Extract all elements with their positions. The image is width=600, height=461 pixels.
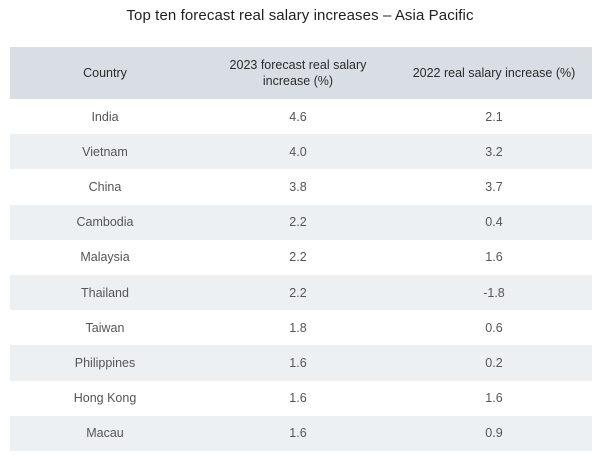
- cell-2023-forecast: 2.2: [200, 204, 396, 240]
- cell-2023-forecast: 2.2: [200, 239, 396, 275]
- cell-2022-increase: 1.6: [396, 380, 592, 416]
- table-row: Taiwan 1.8 0.6: [10, 310, 592, 346]
- table-row: Malaysia 2.2 1.6: [10, 239, 592, 275]
- table-row: Macau 1.6 0.9: [10, 415, 592, 451]
- cell-country: India: [10, 99, 200, 135]
- cell-2023-forecast: 1.8: [200, 310, 396, 346]
- cell-country: Malaysia: [10, 239, 200, 275]
- cell-2023-forecast: 3.8: [200, 169, 396, 205]
- table-header-row: Country 2023 forecast real salary increa…: [10, 47, 592, 99]
- table-title: Top ten forecast real salary increases –…: [126, 7, 474, 24]
- cell-country: Vietnam: [10, 134, 200, 170]
- cell-2022-increase: 0.4: [396, 204, 592, 240]
- table-row: Thailand 2.2 -1.8: [10, 274, 592, 311]
- column-header-2022-increase: 2022 real salary increase (%): [396, 47, 592, 99]
- table-row: Vietnam 4.0 3.2: [10, 134, 592, 170]
- cell-2023-forecast: 1.6: [200, 345, 396, 381]
- cell-country: Taiwan: [10, 310, 200, 346]
- salary-table: Country 2023 forecast real salary increa…: [10, 47, 592, 451]
- cell-2022-increase: 2.1: [396, 99, 592, 135]
- cell-country: Philippines: [10, 345, 200, 381]
- column-header-country: Country: [10, 47, 200, 99]
- table-body: India 4.6 2.1 Vietnam 4.0 3.2 China 3.8 3.7 Cambo…: [10, 99, 592, 451]
- cell-country: Thailand: [10, 274, 200, 311]
- cell-2023-forecast: 4.6: [200, 99, 396, 135]
- cell-2023-forecast: 1.6: [200, 380, 396, 416]
- cell-2023-forecast: 4.0: [200, 134, 396, 170]
- cell-2022-increase: 0.9: [396, 415, 592, 451]
- table-row: China 3.8 3.7: [10, 169, 592, 205]
- cell-2023-forecast: 2.2: [200, 274, 396, 311]
- table-row: India 4.6 2.1: [10, 99, 592, 135]
- cell-country: China: [10, 169, 200, 205]
- table-row: Philippines 1.6 0.2: [10, 345, 592, 381]
- cell-country: Cambodia: [10, 204, 200, 240]
- table-row: Hong Kong 1.6 1.6: [10, 380, 592, 416]
- column-header-2023-forecast: 2023 forecast real salary increase (%): [200, 47, 396, 99]
- cell-2022-increase: 1.6: [396, 239, 592, 275]
- cell-2022-increase: 0.2: [396, 345, 592, 381]
- cell-2022-increase: -1.8: [396, 274, 592, 311]
- cell-country: Macau: [10, 415, 200, 451]
- cell-2022-increase: 3.2: [396, 134, 592, 170]
- cell-2023-forecast: 1.6: [200, 415, 396, 451]
- cell-2022-increase: 0.6: [396, 310, 592, 346]
- cell-2022-increase: 3.7: [396, 169, 592, 205]
- cell-country: Hong Kong: [10, 380, 200, 416]
- table-row: Cambodia 2.2 0.4: [10, 204, 592, 240]
